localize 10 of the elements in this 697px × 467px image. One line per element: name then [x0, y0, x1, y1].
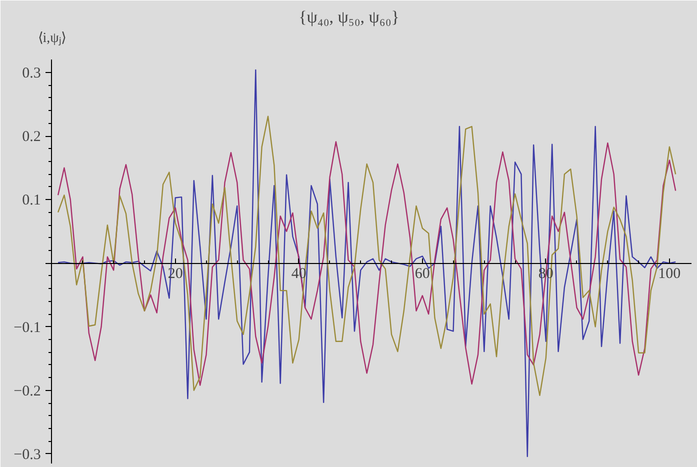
y-tick-label: −0.3 [14, 446, 41, 463]
x-tick-label: 100 [658, 266, 681, 282]
x-tick-label: 60 [414, 266, 430, 282]
chart-title: {ψ₄₀, ψ₅₀, ψ₆₀} [298, 8, 400, 26]
y-tick-label: −0.2 [14, 383, 41, 400]
y-tick-label: 0.1 [22, 192, 41, 209]
y-axis-title: ⟨i,ψⱼ⟩ [38, 30, 66, 46]
y-tick-label: −0.1 [14, 320, 41, 336]
y-tick-label: 0.2 [22, 129, 41, 146]
y-tick-label: 0.3 [22, 65, 41, 82]
